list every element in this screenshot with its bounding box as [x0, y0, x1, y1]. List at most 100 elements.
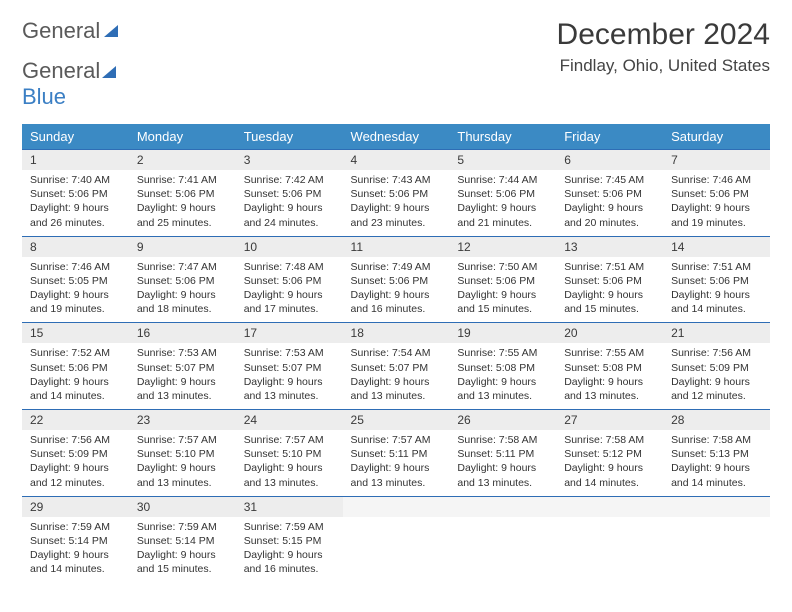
daylight-line: Daylight: 9 hours and 17 minutes.	[244, 288, 335, 316]
sunrise-line: Sunrise: 7:52 AM	[30, 346, 121, 360]
sunset-line: Sunset: 5:13 PM	[671, 447, 762, 461]
daylight-line: Daylight: 9 hours and 18 minutes.	[137, 288, 228, 316]
day-detail-row: Sunrise: 7:46 AMSunset: 5:05 PMDaylight:…	[22, 257, 770, 323]
day-number-cell: 3	[236, 150, 343, 171]
sunrise-line: Sunrise: 7:56 AM	[671, 346, 762, 360]
day-detail-cell: Sunrise: 7:46 AMSunset: 5:05 PMDaylight:…	[22, 257, 129, 323]
sunrise-line: Sunrise: 7:55 AM	[564, 346, 655, 360]
day-detail-row: Sunrise: 7:59 AMSunset: 5:14 PMDaylight:…	[22, 517, 770, 583]
sunset-line: Sunset: 5:08 PM	[564, 361, 655, 375]
daylight-line: Daylight: 9 hours and 19 minutes.	[30, 288, 121, 316]
daylight-line: Daylight: 9 hours and 13 minutes.	[137, 375, 228, 403]
day-detail-cell: Sunrise: 7:59 AMSunset: 5:14 PMDaylight:…	[129, 517, 236, 583]
day-detail-cell: Sunrise: 7:57 AMSunset: 5:11 PMDaylight:…	[343, 430, 450, 496]
day-detail-cell: Sunrise: 7:48 AMSunset: 5:06 PMDaylight:…	[236, 257, 343, 323]
day-detail-cell: Sunrise: 7:55 AMSunset: 5:08 PMDaylight:…	[449, 343, 556, 409]
daylight-line: Daylight: 9 hours and 14 minutes.	[30, 375, 121, 403]
month-title: December 2024	[557, 18, 770, 52]
day-detail-cell: Sunrise: 7:58 AMSunset: 5:13 PMDaylight:…	[663, 430, 770, 496]
sunrise-line: Sunrise: 7:57 AM	[351, 433, 442, 447]
day-detail-cell: Sunrise: 7:47 AMSunset: 5:06 PMDaylight:…	[129, 257, 236, 323]
day-detail-cell: Sunrise: 7:51 AMSunset: 5:06 PMDaylight:…	[556, 257, 663, 323]
day-number-cell: 21	[663, 323, 770, 344]
sunrise-line: Sunrise: 7:58 AM	[457, 433, 548, 447]
logo: General	[22, 18, 120, 44]
day-number-cell: 6	[556, 150, 663, 171]
daylight-line: Daylight: 9 hours and 13 minutes.	[351, 461, 442, 489]
weekday-header: Saturday	[663, 124, 770, 150]
sunrise-line: Sunrise: 7:45 AM	[564, 173, 655, 187]
sunset-line: Sunset: 5:06 PM	[564, 274, 655, 288]
day-number-cell: 5	[449, 150, 556, 171]
sunset-line: Sunset: 5:08 PM	[457, 361, 548, 375]
weekday-header: Thursday	[449, 124, 556, 150]
sunset-line: Sunset: 5:06 PM	[671, 274, 762, 288]
sunset-line: Sunset: 5:06 PM	[351, 187, 442, 201]
sunrise-line: Sunrise: 7:51 AM	[564, 260, 655, 274]
day-number-cell: 25	[343, 410, 450, 431]
day-number-cell: 16	[129, 323, 236, 344]
sunrise-line: Sunrise: 7:46 AM	[30, 260, 121, 274]
day-detail-cell: Sunrise: 7:55 AMSunset: 5:08 PMDaylight:…	[556, 343, 663, 409]
sunset-line: Sunset: 5:11 PM	[351, 447, 442, 461]
sunset-line: Sunset: 5:06 PM	[30, 187, 121, 201]
day-number-cell: 22	[22, 410, 129, 431]
day-number-row: 22232425262728	[22, 410, 770, 431]
day-number-cell: 31	[236, 496, 343, 517]
day-detail-cell: Sunrise: 7:46 AMSunset: 5:06 PMDaylight:…	[663, 170, 770, 236]
day-number-row: 1234567	[22, 150, 770, 171]
sunset-line: Sunset: 5:06 PM	[244, 274, 335, 288]
daylight-line: Daylight: 9 hours and 12 minutes.	[671, 375, 762, 403]
day-number-cell: 15	[22, 323, 129, 344]
day-detail-cell: Sunrise: 7:52 AMSunset: 5:06 PMDaylight:…	[22, 343, 129, 409]
day-number-cell	[556, 496, 663, 517]
sunset-line: Sunset: 5:06 PM	[351, 274, 442, 288]
day-detail-cell: Sunrise: 7:54 AMSunset: 5:07 PMDaylight:…	[343, 343, 450, 409]
day-detail-cell: Sunrise: 7:56 AMSunset: 5:09 PMDaylight:…	[663, 343, 770, 409]
sunset-line: Sunset: 5:09 PM	[30, 447, 121, 461]
sunset-line: Sunset: 5:07 PM	[351, 361, 442, 375]
daylight-line: Daylight: 9 hours and 25 minutes.	[137, 201, 228, 229]
day-detail-cell: Sunrise: 7:53 AMSunset: 5:07 PMDaylight:…	[129, 343, 236, 409]
day-number-row: 293031	[22, 496, 770, 517]
sunset-line: Sunset: 5:15 PM	[244, 534, 335, 548]
daylight-line: Daylight: 9 hours and 16 minutes.	[351, 288, 442, 316]
weekday-header: Wednesday	[343, 124, 450, 150]
day-detail-cell: Sunrise: 7:44 AMSunset: 5:06 PMDaylight:…	[449, 170, 556, 236]
daylight-line: Daylight: 9 hours and 21 minutes.	[457, 201, 548, 229]
daylight-line: Daylight: 9 hours and 12 minutes.	[30, 461, 121, 489]
sunrise-line: Sunrise: 7:47 AM	[137, 260, 228, 274]
sunset-line: Sunset: 5:09 PM	[671, 361, 762, 375]
daylight-line: Daylight: 9 hours and 26 minutes.	[30, 201, 121, 229]
location-text: Findlay, Ohio, United States	[557, 56, 770, 76]
sunrise-line: Sunrise: 7:50 AM	[457, 260, 548, 274]
sunset-line: Sunset: 5:06 PM	[137, 274, 228, 288]
day-detail-cell: Sunrise: 7:58 AMSunset: 5:11 PMDaylight:…	[449, 430, 556, 496]
logo-text-blue: Blue	[22, 84, 66, 109]
day-number-cell: 26	[449, 410, 556, 431]
day-detail-cell: Sunrise: 7:49 AMSunset: 5:06 PMDaylight:…	[343, 257, 450, 323]
day-number-cell: 19	[449, 323, 556, 344]
day-detail-cell	[556, 517, 663, 583]
sunset-line: Sunset: 5:14 PM	[30, 534, 121, 548]
weekday-header: Friday	[556, 124, 663, 150]
day-detail-cell: Sunrise: 7:43 AMSunset: 5:06 PMDaylight:…	[343, 170, 450, 236]
sunrise-line: Sunrise: 7:58 AM	[564, 433, 655, 447]
calendar-table: SundayMondayTuesdayWednesdayThursdayFrid…	[22, 124, 770, 582]
logo-text-gray: General	[22, 18, 100, 44]
sunset-line: Sunset: 5:05 PM	[30, 274, 121, 288]
sunrise-line: Sunrise: 7:43 AM	[351, 173, 442, 187]
day-detail-row: Sunrise: 7:52 AMSunset: 5:06 PMDaylight:…	[22, 343, 770, 409]
daylight-line: Daylight: 9 hours and 15 minutes.	[457, 288, 548, 316]
day-number-cell	[343, 496, 450, 517]
day-detail-cell: Sunrise: 7:41 AMSunset: 5:06 PMDaylight:…	[129, 170, 236, 236]
sunrise-line: Sunrise: 7:59 AM	[30, 520, 121, 534]
daylight-line: Daylight: 9 hours and 13 minutes.	[244, 375, 335, 403]
daylight-line: Daylight: 9 hours and 13 minutes.	[351, 375, 442, 403]
day-number-cell: 7	[663, 150, 770, 171]
day-number-cell: 14	[663, 236, 770, 257]
day-number-cell: 9	[129, 236, 236, 257]
day-number-cell: 29	[22, 496, 129, 517]
day-detail-cell: Sunrise: 7:51 AMSunset: 5:06 PMDaylight:…	[663, 257, 770, 323]
day-detail-row: Sunrise: 7:56 AMSunset: 5:09 PMDaylight:…	[22, 430, 770, 496]
